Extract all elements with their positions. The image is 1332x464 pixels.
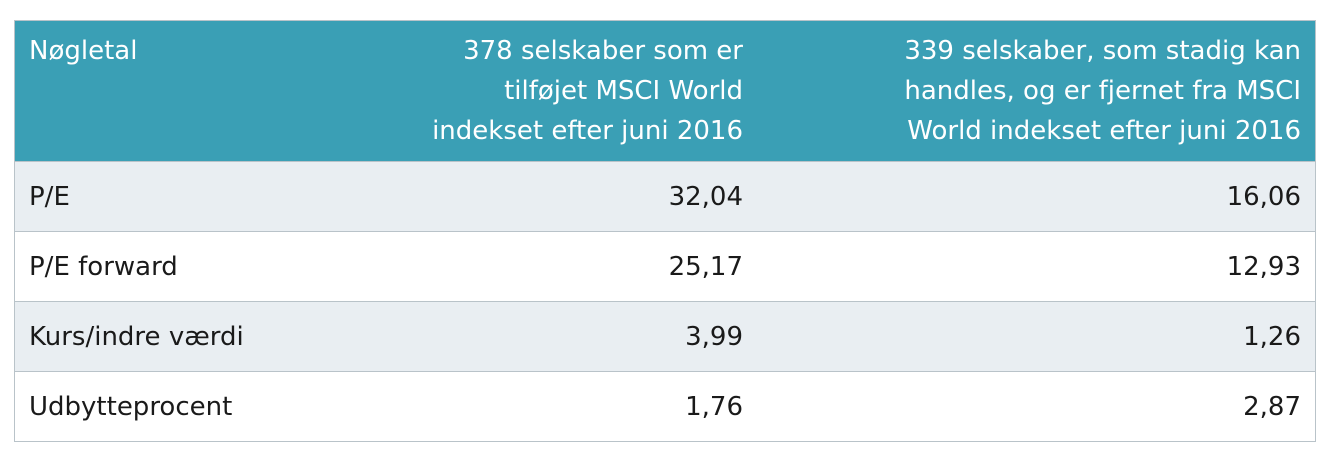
header-line: handles, og er fjernet fra MSCI xyxy=(904,76,1301,106)
header-cell: 339 selskaber, som stadig kan handles, og… xyxy=(757,20,1316,162)
table-header: Nøgletal 378 selskaber som er tilføjet MS… xyxy=(14,20,1316,162)
table-body: P/E 32,04 16,06 P/E forward 25,17 12,93 Kurs/i… xyxy=(14,161,1316,442)
header-cell: Nøgletal xyxy=(14,20,373,162)
value-cell: 1,76 xyxy=(373,371,757,442)
value-cell: 16,06 xyxy=(757,161,1316,232)
header-row: Nøgletal 378 selskaber som er tilføjet MS… xyxy=(14,20,1316,162)
header-line: indekset efter juni 2016 xyxy=(432,116,743,146)
table-row: P/E 32,04 16,06 xyxy=(14,161,1316,232)
row-label: Kurs/indre værdi xyxy=(14,301,373,372)
row-label: P/E xyxy=(14,161,373,232)
row-label: Udbytteprocent xyxy=(14,371,373,442)
value-cell: 12,93 xyxy=(757,231,1316,302)
header-line: 378 selskaber som er xyxy=(463,36,743,66)
header-line: World indekset efter juni 2016 xyxy=(907,116,1301,146)
value-cell: 2,87 xyxy=(757,371,1316,442)
header-line: 339 selskaber, som stadig kan xyxy=(904,36,1301,66)
row-label: P/E forward xyxy=(14,231,373,302)
header-line: tilføjet MSCI World xyxy=(504,76,743,106)
data-table: Nøgletal 378 selskaber som er tilføjet MS… xyxy=(14,20,1316,442)
value-cell: 25,17 xyxy=(373,231,757,302)
table-row: P/E forward 25,17 12,93 xyxy=(14,231,1316,302)
table-row: Kurs/indre værdi 3,99 1,26 xyxy=(14,301,1316,372)
value-cell: 1,26 xyxy=(757,301,1316,372)
table-row: Udbytteprocent 1,76 2,87 xyxy=(14,371,1316,442)
value-cell: 3,99 xyxy=(373,301,757,372)
header-cell: 378 selskaber som er tilføjet MSCI World i… xyxy=(373,20,757,162)
value-cell: 32,04 xyxy=(373,161,757,232)
